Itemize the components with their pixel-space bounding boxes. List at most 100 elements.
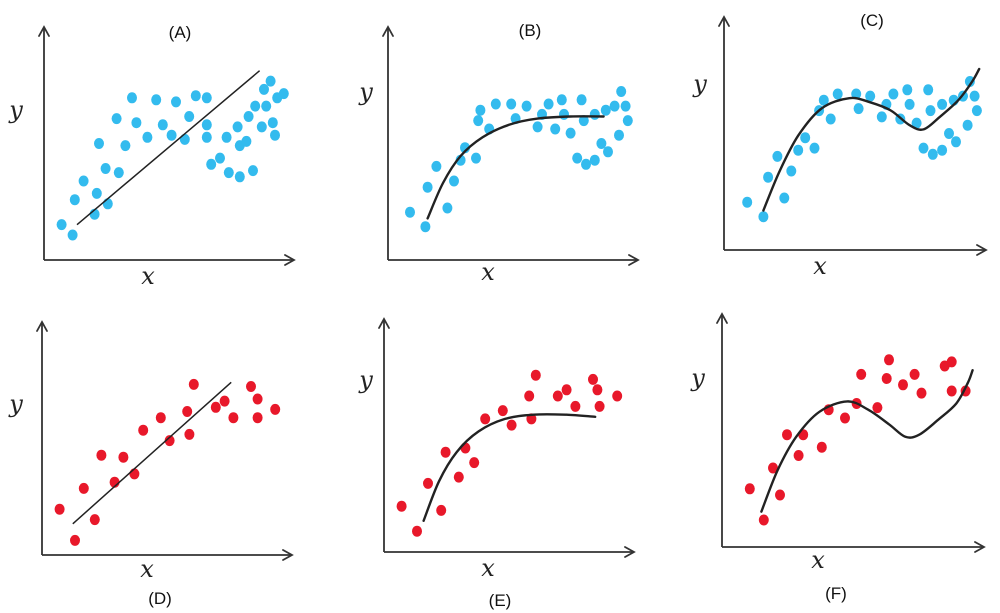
data-point xyxy=(113,167,124,179)
fit-curve xyxy=(760,369,974,513)
data-point xyxy=(909,368,920,380)
data-point xyxy=(609,100,620,112)
data-point xyxy=(250,100,261,112)
data-point xyxy=(809,142,820,154)
data-point xyxy=(872,402,883,414)
data-point xyxy=(184,111,195,122)
data-point xyxy=(782,429,792,441)
data-point xyxy=(259,83,269,95)
data-point xyxy=(851,88,862,100)
data-point xyxy=(155,412,166,424)
data-point xyxy=(232,121,243,133)
data-point xyxy=(252,412,263,424)
panel-label: (F) xyxy=(825,584,847,603)
data-point xyxy=(825,113,836,125)
data-point xyxy=(559,108,569,120)
data-point xyxy=(521,100,532,112)
data-point xyxy=(506,419,517,431)
x-axis-label: x xyxy=(141,262,155,290)
data-point xyxy=(157,119,168,131)
data-point xyxy=(223,167,234,179)
data-point xyxy=(405,206,415,218)
data-point xyxy=(151,94,162,106)
fit-line xyxy=(76,70,261,226)
data-point xyxy=(758,211,769,223)
data-point xyxy=(184,428,195,440)
data-point xyxy=(561,384,572,396)
panel-label: (D) xyxy=(148,589,172,608)
fit-line xyxy=(72,381,232,525)
data-point xyxy=(800,132,811,144)
data-point xyxy=(962,119,973,131)
data-point xyxy=(589,108,600,120)
data-point xyxy=(188,378,199,390)
data-point xyxy=(420,221,431,233)
data-point xyxy=(923,84,934,96)
fit-curve xyxy=(762,67,981,212)
data-point xyxy=(744,483,755,495)
data-point xyxy=(884,354,894,366)
data-point xyxy=(56,219,67,231)
data-point xyxy=(603,146,613,158)
data-point xyxy=(946,356,957,368)
data-point xyxy=(565,127,576,139)
data-point xyxy=(925,105,936,117)
x-axis-label: x xyxy=(813,252,827,280)
panel-label: (C) xyxy=(860,11,884,30)
data-point xyxy=(944,128,954,139)
data-point xyxy=(54,503,65,515)
x-axis-label: x xyxy=(811,546,825,574)
data-point xyxy=(270,403,281,415)
data-point xyxy=(898,379,908,391)
data-point xyxy=(524,390,535,402)
panel-e: (E) x y xyxy=(358,317,636,610)
data-point xyxy=(131,117,142,129)
data-point xyxy=(530,369,541,381)
y-axis-label: y xyxy=(8,390,23,418)
data-point xyxy=(550,123,561,135)
data-point xyxy=(881,373,892,384)
data-point xyxy=(471,152,481,164)
data-point xyxy=(252,393,263,405)
data-point xyxy=(594,400,605,412)
y-axis-label: y xyxy=(358,78,373,106)
data-point xyxy=(616,86,627,97)
fit-curve xyxy=(426,115,605,220)
data-point xyxy=(543,98,554,110)
data-point xyxy=(596,138,607,149)
data-point xyxy=(971,105,982,117)
data-point xyxy=(91,187,102,199)
panel-b: (B) x y xyxy=(358,21,640,286)
data-point xyxy=(412,525,422,537)
data-point xyxy=(556,94,567,106)
data-point xyxy=(460,442,471,454)
data-point xyxy=(256,121,267,133)
data-point xyxy=(937,144,948,156)
data-point xyxy=(578,115,589,127)
data-point xyxy=(853,103,864,115)
data-point xyxy=(96,449,107,461)
data-point xyxy=(818,94,829,106)
data-point xyxy=(453,471,464,483)
data-point xyxy=(440,446,451,458)
data-point xyxy=(779,192,790,204)
data-point xyxy=(431,160,442,172)
data-point xyxy=(449,175,459,187)
data-point xyxy=(552,390,563,402)
fit-curve xyxy=(422,413,597,522)
data-point xyxy=(100,163,111,174)
data-points xyxy=(742,76,982,223)
data-point xyxy=(480,413,491,425)
data-point xyxy=(904,98,915,110)
data-points xyxy=(396,369,623,537)
data-point xyxy=(793,450,804,461)
data-point xyxy=(927,148,938,160)
data-point xyxy=(436,504,447,516)
data-point xyxy=(396,500,407,512)
data-point xyxy=(865,90,876,102)
data-point xyxy=(267,117,278,129)
data-point xyxy=(572,152,583,164)
data-point xyxy=(742,196,753,208)
data-point xyxy=(261,100,272,112)
data-point xyxy=(506,98,517,110)
